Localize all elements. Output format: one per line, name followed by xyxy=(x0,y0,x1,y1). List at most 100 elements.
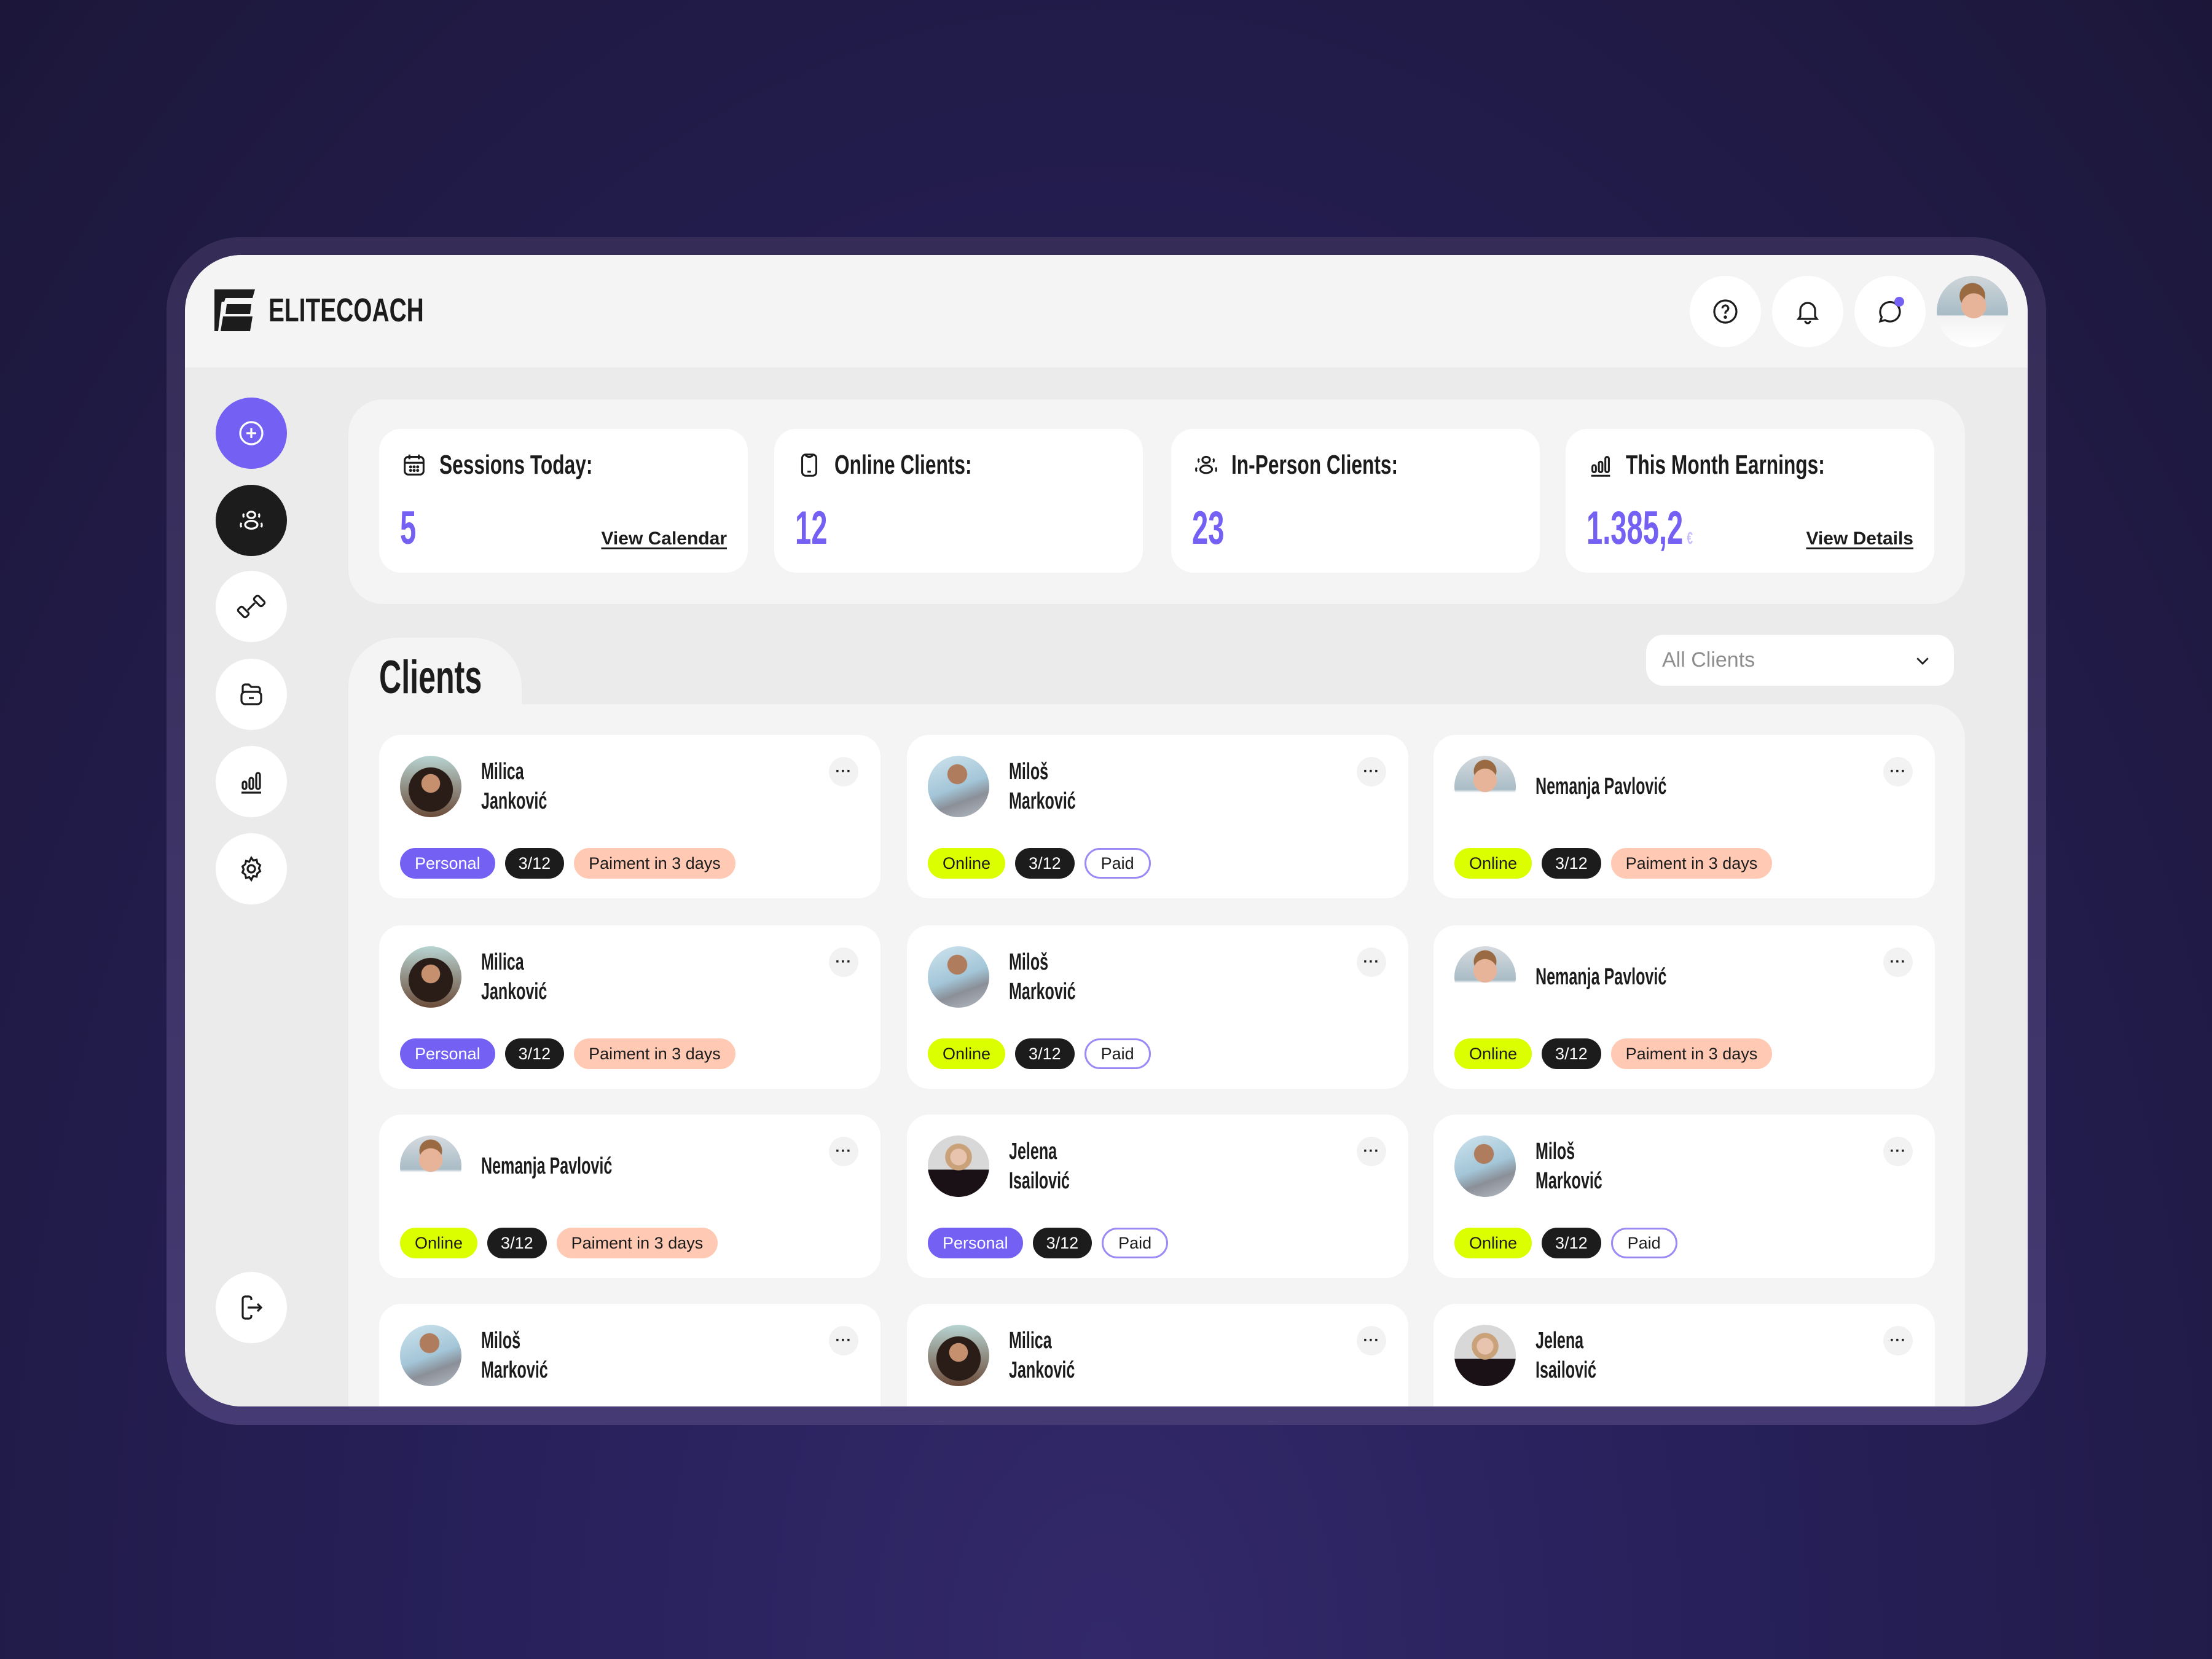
top-header: ELITECOACH xyxy=(185,255,2028,367)
sessions-count-badge: 3/12 xyxy=(487,1228,547,1258)
page-title: Clients xyxy=(379,651,482,704)
sidebar-item-settings[interactable] xyxy=(216,833,287,904)
stat-title: This Month Earnings: xyxy=(1626,450,1825,480)
client-filter-select[interactable]: All Clients xyxy=(1646,635,1954,686)
messages-button[interactable] xyxy=(1854,276,1926,347)
sidebar-item-add[interactable] xyxy=(216,398,287,469)
client-card[interactable]: Nemanja Pavlović ··· Online 3/12 Paiment i… xyxy=(1433,735,1935,898)
more-options-button[interactable]: ··· xyxy=(1357,757,1386,786)
sessions-count-badge: 3/12 xyxy=(504,848,565,879)
header-actions xyxy=(1690,276,2008,347)
client-first-name: Jelena xyxy=(1535,1328,1584,1354)
client-tags: Online 3/12 Paid xyxy=(1454,1228,1677,1258)
sidebar-item-files[interactable] xyxy=(216,659,287,730)
client-avatar xyxy=(400,946,461,1008)
client-tags: Personal 3/12 Paid xyxy=(928,1228,1169,1258)
client-card[interactable]: Milica Janković ··· Personal 3/12 Paiment … xyxy=(379,925,880,1089)
payment-status-badge: Paiment in 3 days xyxy=(556,1228,718,1258)
client-last-name: Janković xyxy=(1009,1357,1075,1383)
client-card[interactable]: Nemanja Pavlović ··· Online 3/12 Paiment i… xyxy=(379,1115,880,1278)
sidebar-item-workouts[interactable] xyxy=(216,571,287,642)
client-last-name: Isailović xyxy=(1009,1168,1070,1194)
stat-value: 23 xyxy=(1192,502,1225,554)
client-tags: Online 3/12 Paid xyxy=(928,848,1151,879)
more-options-button[interactable]: ··· xyxy=(829,1326,858,1355)
brand-name: ELITECOACH xyxy=(269,292,424,329)
more-options-button[interactable]: ··· xyxy=(829,1137,858,1166)
client-card[interactable]: Miloš Marković ··· Online 3/12 Paid xyxy=(907,925,1408,1089)
sessions-count-badge: 3/12 xyxy=(1542,1228,1601,1258)
stats-panel: Sessions Today: 5 View Calendar Online C… xyxy=(348,399,1965,604)
client-tags: Personal 3/12 Paiment in 3 days xyxy=(400,848,735,879)
more-options-button[interactable]: ··· xyxy=(1883,1137,1913,1166)
client-type-badge: Online xyxy=(1454,1038,1532,1069)
sidebar-item-clients[interactable] xyxy=(216,485,287,556)
more-options-button[interactable]: ··· xyxy=(1883,757,1913,786)
users-icon xyxy=(1195,455,1217,474)
sessions-count-badge: 3/12 xyxy=(1542,848,1601,879)
stat-value: 5 xyxy=(400,502,417,554)
help-button[interactable] xyxy=(1690,276,1761,347)
clients-tab xyxy=(348,638,522,742)
folder-icon xyxy=(240,683,262,705)
logo-mark-icon xyxy=(214,289,255,331)
client-avatar xyxy=(400,1135,461,1197)
stat-card-earnings: This Month Earnings: 1.385,2 € View Detai… xyxy=(1566,429,1934,573)
payment-status-badge: Paid xyxy=(1610,1228,1677,1258)
client-first-name: Milica xyxy=(481,759,524,785)
client-type-badge: Personal xyxy=(928,1228,1023,1258)
users-icon xyxy=(240,511,263,530)
client-card[interactable]: Milica Janković ··· Personal 3/12 Paiment … xyxy=(379,735,880,898)
unread-badge xyxy=(1894,297,1904,307)
more-options-button[interactable]: ··· xyxy=(1357,947,1386,977)
client-avatar xyxy=(1454,946,1516,1008)
more-options-button[interactable]: ··· xyxy=(829,947,858,977)
client-avatar xyxy=(1454,756,1516,817)
client-last-name: Marković xyxy=(1009,979,1076,1005)
more-options-button[interactable]: ··· xyxy=(1883,947,1913,977)
chevron-down-icon xyxy=(1916,657,1929,665)
client-card[interactable]: Jelena Isailović ··· Personal 3/12 Paid xyxy=(907,1115,1408,1278)
payment-status-badge: Paiment in 3 days xyxy=(574,848,735,879)
logo[interactable]: ELITECOACH xyxy=(214,289,484,331)
client-card[interactable]: Jelena Isailović ··· xyxy=(1433,1304,1935,1406)
client-first-name: Nemanja Pavlović xyxy=(1535,964,1667,990)
sessions-count-badge: 3/12 xyxy=(1032,1228,1092,1258)
dumbbell-icon xyxy=(237,594,266,619)
client-last-name: Isailović xyxy=(1535,1357,1596,1383)
view-calendar-link[interactable]: View Calendar xyxy=(601,528,727,549)
client-tags: Online 3/12 Paiment in 3 days xyxy=(400,1228,718,1258)
more-options-button[interactable]: ··· xyxy=(829,757,858,786)
client-card[interactable]: Nemanja Pavlović ··· Online 3/12 Paiment i… xyxy=(1433,925,1935,1089)
client-card[interactable]: Miloš Marković ··· Online 3/12 Paid xyxy=(907,735,1408,898)
client-card[interactable]: Milica Janković ··· xyxy=(907,1304,1408,1406)
sessions-count-badge: 3/12 xyxy=(504,1038,565,1069)
more-options-button[interactable]: ··· xyxy=(1357,1326,1386,1355)
client-avatar xyxy=(400,1325,461,1386)
user-avatar[interactable] xyxy=(1937,276,2008,347)
bell-icon xyxy=(1796,302,1819,324)
notifications-button[interactable] xyxy=(1772,276,1843,347)
client-first-name: Miloš xyxy=(1009,759,1049,785)
app-window: ELITECOACH xyxy=(185,255,2028,1406)
client-tags: Online 3/12 Paid xyxy=(928,1038,1151,1069)
more-options-button[interactable]: ··· xyxy=(1883,1326,1913,1355)
client-card[interactable]: Miloš Marković ··· xyxy=(379,1304,880,1406)
bar-chart-icon xyxy=(241,772,261,794)
client-last-name: Marković xyxy=(1009,788,1076,814)
sessions-count-badge: 3/12 xyxy=(1015,848,1075,879)
client-first-name: Miloš xyxy=(1009,949,1049,975)
more-options-button[interactable]: ··· xyxy=(1357,1137,1386,1166)
payment-status-badge: Paid xyxy=(1102,1228,1169,1258)
payment-status-badge: Paid xyxy=(1084,1038,1151,1069)
logout-button[interactable] xyxy=(216,1272,287,1343)
payment-status-badge: Paid xyxy=(1084,848,1151,879)
logout-icon xyxy=(241,1295,263,1320)
client-card[interactable]: Miloš Marković ··· Online 3/12 Paid xyxy=(1433,1115,1935,1278)
client-first-name: Milica xyxy=(1009,1328,1052,1354)
client-first-name: Nemanja Pavlović xyxy=(481,1153,613,1179)
sidebar-item-analytics[interactable] xyxy=(216,746,287,817)
client-avatar xyxy=(400,756,461,817)
view-details-link[interactable]: View Details xyxy=(1806,528,1913,549)
stat-card-in-person: In-Person Clients: 23 xyxy=(1171,429,1540,573)
